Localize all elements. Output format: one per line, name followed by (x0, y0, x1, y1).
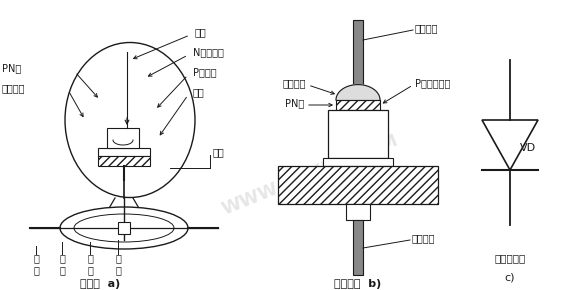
Text: 晶: 晶 (115, 253, 121, 263)
Text: P: P (119, 133, 125, 142)
Text: 片: 片 (115, 265, 121, 275)
Bar (278, 166, 438, 204)
Text: c): c) (505, 273, 515, 283)
Text: 须: 须 (87, 265, 93, 275)
Bar (336, 100, 380, 110)
Bar (107, 128, 139, 148)
Bar (323, 158, 393, 166)
Bar (353, 20, 363, 90)
Text: 接触电极: 接触电极 (2, 83, 26, 93)
Text: 负极引线: 负极引线 (412, 233, 436, 243)
Text: PN结: PN结 (285, 98, 304, 108)
Text: 二极管符号: 二极管符号 (494, 253, 525, 263)
Text: P型晶片: P型晶片 (193, 67, 216, 77)
Ellipse shape (74, 214, 174, 242)
Text: 面接触型  b): 面接触型 b) (335, 279, 382, 289)
Bar (346, 204, 370, 220)
Text: PN结: PN结 (2, 63, 21, 73)
Text: 触须: 触须 (195, 27, 206, 37)
Bar (353, 220, 363, 275)
Text: N 型硅: N 型硅 (346, 129, 370, 139)
Bar (98, 156, 150, 166)
Text: P型再结晶层: P型再结晶层 (415, 78, 451, 88)
Polygon shape (336, 85, 380, 100)
Text: 支架: 支架 (193, 87, 205, 97)
Bar (328, 110, 388, 158)
Ellipse shape (60, 207, 188, 249)
Text: 触: 触 (87, 253, 93, 263)
Text: 铝合金球: 铝合金球 (282, 78, 306, 88)
Text: 线: 线 (33, 265, 39, 275)
Text: 管: 管 (59, 253, 65, 263)
Bar (118, 222, 130, 234)
Bar (98, 148, 150, 156)
Text: VD: VD (520, 143, 536, 153)
Text: 正极引线: 正极引线 (415, 23, 438, 33)
Text: WWW.DGXUE.COM: WWW.DGXUE.COM (219, 131, 401, 219)
Text: 引: 引 (33, 253, 39, 263)
Text: 点触型  a): 点触型 a) (80, 279, 120, 289)
Text: 引线: 引线 (213, 147, 225, 157)
Text: 壳: 壳 (59, 265, 65, 275)
Text: N型半导体: N型半导体 (193, 47, 224, 57)
